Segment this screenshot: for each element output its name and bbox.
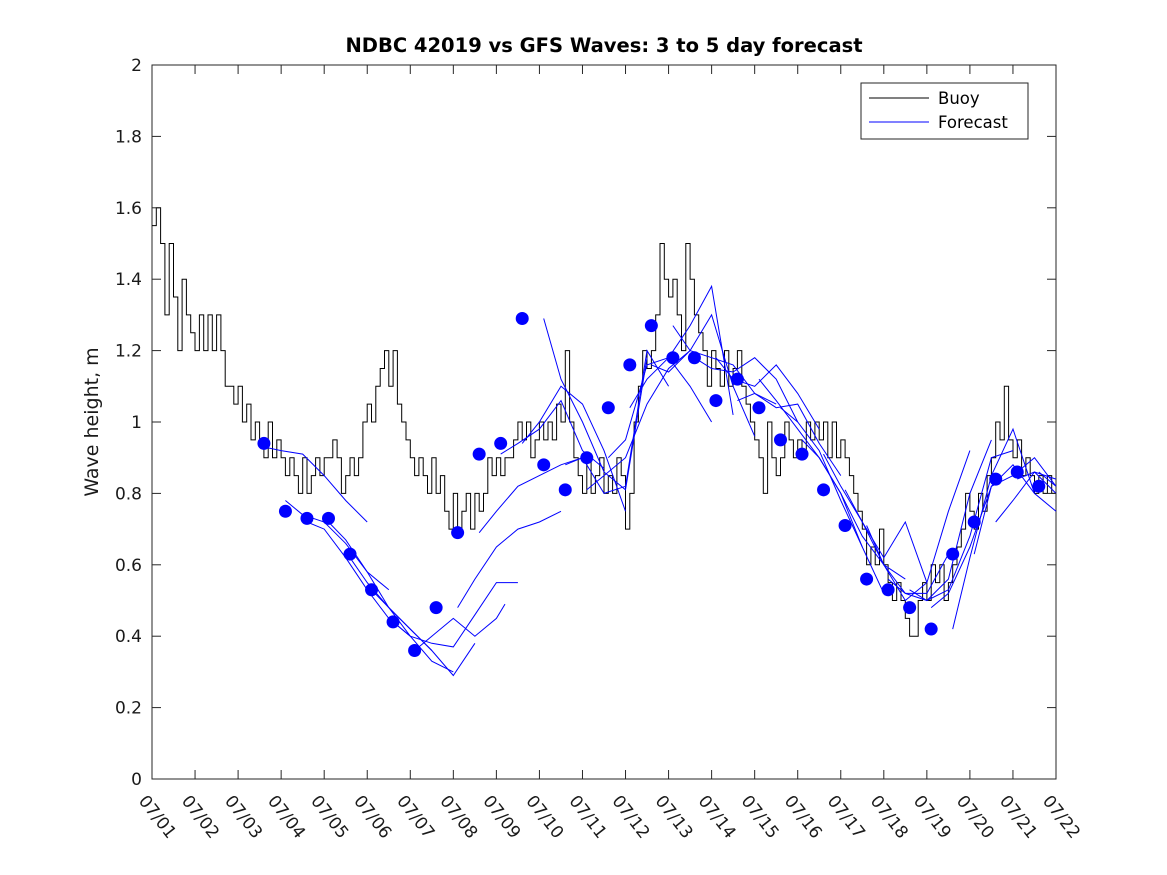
forecast-series-line: [263, 446, 368, 523]
forecast-marker: [946, 547, 960, 561]
forecast-marker: [601, 401, 615, 415]
legend: Buoy Forecast: [860, 82, 1029, 140]
forecast-series-line: [995, 471, 1057, 523]
y-tick-label: 0.4: [115, 627, 142, 647]
forecast-marker: [709, 394, 723, 408]
y-tick-label: 1: [131, 413, 142, 433]
forecast-marker: [408, 643, 422, 657]
forecast-marker: [580, 451, 594, 465]
forecast-series-line: [758, 378, 863, 548]
forecast-marker: [558, 483, 572, 497]
chart-title: NDBC 42019 vs GFS Waves: 3 to 5 day fore…: [345, 34, 862, 57]
forecast-series-line: [521, 385, 626, 512]
forecast-series-line: [651, 313, 756, 437]
forecast-marker: [1010, 465, 1024, 479]
forecast-series-line: [1017, 471, 1057, 494]
y-tick-label: 0.2: [115, 699, 142, 719]
legend-forecast-label: Forecast: [938, 113, 1008, 132]
forecast-marker: [752, 401, 766, 415]
forecast-series-line: [607, 357, 713, 459]
y-tick-label: 1.2: [115, 342, 142, 362]
forecast-series-line: [715, 357, 820, 430]
forecast-marker-layer: [257, 311, 1046, 657]
forecast-marker: [881, 583, 895, 597]
y-axis-label: Wave height, m: [81, 347, 103, 496]
forecast-marker: [537, 458, 551, 472]
forecast-marker: [967, 515, 981, 529]
forecast-marker: [257, 436, 271, 450]
forecast-marker: [343, 547, 357, 561]
forecast-series-layer: [263, 284, 1057, 677]
forecast-marker: [644, 319, 658, 333]
legend-box: [860, 82, 1029, 140]
y-tick-label: 0: [131, 770, 142, 790]
y-tick-label: 1.4: [115, 270, 142, 290]
forecast-series-line: [1038, 471, 1057, 487]
forecast-series-line: [952, 427, 1057, 630]
forecast-marker: [300, 511, 314, 525]
forecast-series-line: [392, 582, 518, 648]
forecast-marker: [321, 511, 335, 525]
forecast-series-line: [457, 510, 562, 608]
forecast-marker: [924, 622, 938, 636]
forecast-marker: [838, 519, 852, 533]
y-tick-label: 1.8: [115, 127, 142, 147]
forecast-series-line: [844, 489, 949, 594]
forecast-series-line: [737, 392, 842, 476]
forecast-series-line: [694, 357, 799, 423]
forecast-marker: [687, 351, 701, 365]
y-tick-label: 1.6: [115, 199, 142, 219]
y-tick-label: 0.6: [115, 556, 142, 576]
forecast-marker: [623, 358, 637, 372]
forecast-marker: [666, 351, 680, 365]
forecast-marker: [429, 601, 443, 615]
forecast-marker: [278, 504, 292, 518]
plot-area: [151, 64, 1057, 780]
forecast-marker: [451, 526, 465, 540]
forecast-marker: [494, 436, 508, 450]
forecast-series-line: [629, 284, 734, 415]
y-axis: 0 0.2 0.4 0.6 0.8 1 1.2 1.4 1.6 1.8 2: [115, 56, 1056, 790]
forecast-marker: [903, 601, 917, 615]
forecast-series-line: [565, 349, 670, 494]
axes-box: [151, 64, 1057, 780]
forecast-marker: [386, 615, 400, 629]
y-tick-label: 2: [131, 56, 142, 76]
forecast-marker: [817, 483, 831, 497]
forecast-series-line: [478, 457, 583, 534]
forecast-series-line: [887, 439, 992, 602]
forecast-marker: [795, 447, 809, 461]
forecast-marker: [730, 372, 744, 386]
forecast-series-line: [909, 450, 1014, 602]
forecast-series-line: [866, 450, 971, 602]
forecast-marker: [773, 433, 787, 447]
forecast-marker: [1032, 479, 1046, 493]
forecast-marker: [472, 447, 486, 461]
forecast-series-line: [801, 439, 906, 580]
forecast-series-line: [543, 318, 648, 491]
legend-buoy-label: Buoy: [938, 89, 980, 108]
forecast-marker: [515, 311, 529, 325]
forecast-series-line: [414, 603, 506, 651]
forecast-marker: [365, 583, 379, 597]
buoy-series-line: [152, 207, 1056, 637]
forecast-series-line: [285, 500, 390, 591]
y-tick-label: 0.8: [115, 484, 142, 504]
forecast-marker: [989, 472, 1003, 486]
forecast-marker: [860, 572, 874, 586]
forecast-series-line: [586, 350, 691, 491]
buoy-series-layer: [152, 207, 1056, 637]
